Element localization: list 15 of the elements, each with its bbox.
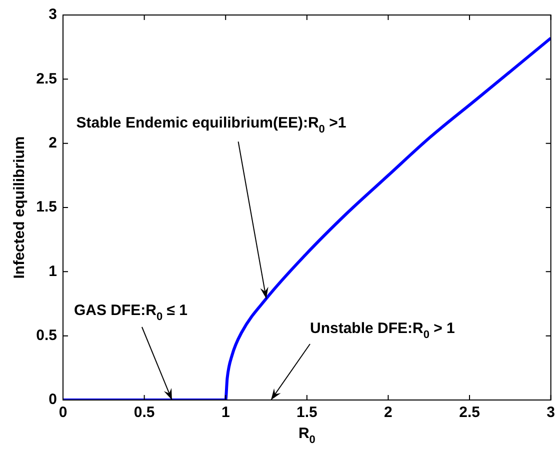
y-tick-label: 3: [48, 6, 57, 24]
line-series: [63, 36, 551, 400]
y-tick-label: 2.5: [36, 70, 57, 88]
y-axis-title: Infected equilibrium: [11, 136, 28, 279]
x-tick-label: 1.5: [296, 404, 318, 422]
x-tick-label: 2.5: [459, 404, 480, 422]
x-tick-label: 0.5: [134, 404, 155, 422]
y-tick-label: 1: [48, 262, 57, 280]
x-tick-label: 1: [221, 404, 230, 422]
x-tick-label: 2: [384, 404, 392, 422]
y-tick-label: 0.5: [36, 326, 57, 344]
x-tick-label: 3: [546, 404, 555, 422]
y-tick-label: 1.5: [36, 198, 57, 216]
y-tick-label: 0: [48, 391, 57, 408]
y-tick-label: 2: [48, 134, 57, 152]
